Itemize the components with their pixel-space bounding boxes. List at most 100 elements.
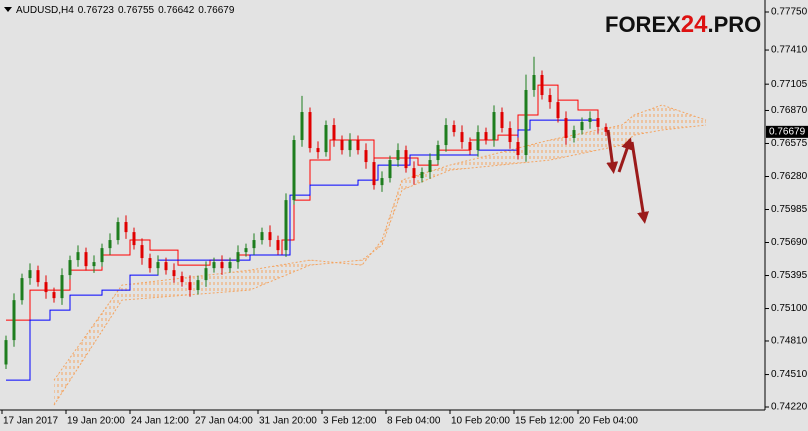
arrow bbox=[606, 129, 619, 174]
candle-body bbox=[188, 282, 192, 291]
y-tick-label: 0.75690 bbox=[771, 237, 808, 248]
candle-body bbox=[468, 142, 472, 151]
y-tick-label: 0.77105 bbox=[771, 79, 808, 90]
candle-body bbox=[76, 252, 80, 261]
candle-body bbox=[284, 200, 288, 251]
candle-body bbox=[44, 282, 48, 293]
header-value: 0.76723 bbox=[78, 5, 115, 16]
x-tick-label: 15 Feb 12:00 bbox=[515, 416, 574, 427]
arrow bbox=[617, 137, 633, 173]
candle-body bbox=[308, 112, 312, 149]
plot-area bbox=[4, 56, 707, 406]
arrow bbox=[630, 141, 649, 224]
indicator-line bbox=[6, 84, 599, 321]
header: AUDUSD,H4 0.76723 0.76755 0.76642 0.76679 bbox=[16, 5, 235, 16]
candle-body bbox=[436, 145, 440, 161]
candle-body bbox=[156, 262, 160, 269]
candle-body bbox=[420, 172, 424, 179]
candle-body bbox=[580, 121, 584, 131]
candle-body bbox=[388, 160, 392, 179]
y-tick-label: 0.75100 bbox=[771, 303, 808, 314]
candle-body bbox=[380, 178, 384, 186]
candle-body bbox=[428, 160, 432, 173]
candle-body bbox=[460, 132, 464, 143]
candle-body bbox=[604, 126, 608, 132]
candle-body bbox=[68, 260, 72, 276]
candle-body bbox=[564, 118, 568, 138]
candle-body bbox=[84, 252, 88, 267]
logo-part: FOREX bbox=[605, 12, 681, 37]
candle-body bbox=[412, 168, 416, 179]
candle-body bbox=[116, 222, 120, 241]
candle-body bbox=[596, 118, 600, 127]
candle-body bbox=[588, 118, 592, 122]
x-tick-label: 24 Jan 12:00 bbox=[131, 416, 189, 427]
x-tick-label: 19 Jan 20:00 bbox=[67, 416, 125, 427]
candle-body bbox=[28, 270, 32, 279]
candle-body bbox=[108, 240, 112, 249]
candle-body bbox=[12, 300, 16, 341]
candle-body bbox=[132, 232, 136, 246]
candle-body bbox=[332, 125, 336, 141]
x-tick-label: 27 Jan 04:00 bbox=[195, 416, 253, 427]
forecast-arrows bbox=[606, 129, 649, 224]
last-price-label: 0.76679 bbox=[769, 126, 806, 137]
y-tick-label: 0.75985 bbox=[771, 204, 808, 215]
candle-body bbox=[20, 278, 24, 301]
cloud-edge bbox=[53, 124, 707, 406]
candle-body bbox=[164, 262, 168, 271]
candle-body bbox=[572, 130, 576, 138]
candle-body bbox=[396, 150, 400, 161]
candle-body bbox=[364, 150, 368, 163]
candle-body bbox=[236, 252, 240, 263]
y-tick-label: 0.74510 bbox=[771, 369, 808, 380]
candle-body bbox=[196, 280, 200, 291]
candle-body bbox=[484, 132, 488, 141]
x-tick-label: 8 Feb 04:00 bbox=[387, 416, 441, 427]
candle-body bbox=[52, 292, 56, 299]
candle-body bbox=[340, 140, 344, 151]
y-tick-label: 0.74810 bbox=[771, 336, 808, 347]
candle-body bbox=[508, 128, 512, 143]
x-tick-label: 20 Feb 04:00 bbox=[579, 416, 638, 427]
candle-body bbox=[228, 262, 232, 269]
candle-body bbox=[252, 240, 256, 249]
candle-body bbox=[444, 125, 448, 146]
y-tick-label: 0.74220 bbox=[771, 402, 808, 413]
candle-body bbox=[476, 132, 480, 151]
candle-body bbox=[244, 248, 248, 253]
candle-body bbox=[92, 262, 96, 267]
candle-body bbox=[452, 125, 456, 133]
x-tick-label: 31 Jan 20:00 bbox=[259, 416, 317, 427]
candle-body bbox=[316, 148, 320, 153]
candle-body bbox=[324, 125, 328, 153]
candle-body bbox=[500, 112, 504, 129]
candle-body bbox=[532, 74, 536, 90]
candle-body bbox=[276, 240, 280, 251]
candle-body bbox=[548, 95, 552, 103]
candle-body bbox=[212, 262, 216, 269]
y-tick-label: 0.76280 bbox=[771, 171, 808, 182]
candle-body bbox=[60, 275, 64, 299]
candle-body bbox=[36, 270, 40, 283]
last-price-box bbox=[766, 125, 808, 138]
candle-body bbox=[172, 270, 176, 277]
candle-body bbox=[260, 232, 264, 241]
x-tick-label: 3 Feb 12:00 bbox=[323, 416, 377, 427]
x-tick-label: 10 Feb 20:00 bbox=[451, 416, 510, 427]
header-triangle bbox=[4, 7, 12, 12]
y-tick-label: 0.77410 bbox=[771, 45, 808, 56]
x-tick-label: 17 Jan 2017 bbox=[3, 416, 58, 427]
candle-body bbox=[300, 112, 304, 141]
candle-body bbox=[124, 222, 128, 233]
candle-body bbox=[516, 142, 520, 156]
y-tick-label: 0.77750 bbox=[771, 7, 808, 18]
candle-body bbox=[268, 232, 272, 241]
cloud-edge bbox=[53, 104, 707, 381]
candle-body bbox=[292, 140, 296, 201]
candle-body bbox=[404, 150, 408, 169]
candle-body bbox=[204, 268, 208, 281]
candle-body bbox=[148, 258, 152, 269]
candle-body bbox=[492, 112, 496, 141]
